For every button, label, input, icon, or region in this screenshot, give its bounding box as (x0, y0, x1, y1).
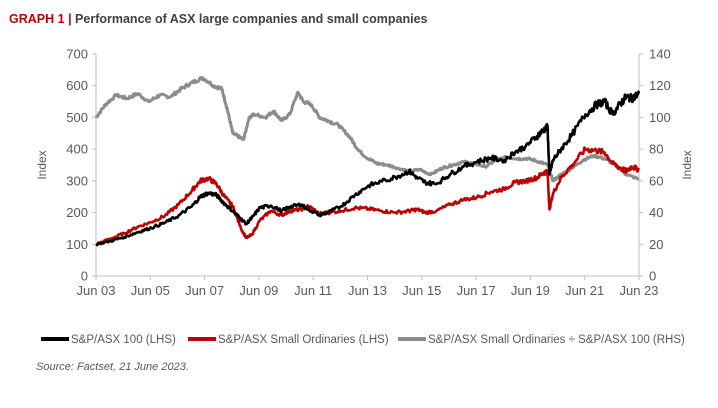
left-tick-label: 600 (66, 78, 88, 93)
left-tick-label: 300 (66, 173, 88, 188)
legend-label: S&P/ASX 100 (LHS) (71, 334, 176, 346)
x-tick-label: Jun 07 (185, 283, 224, 298)
legend-label: S&P/ASX Small Ordinaries ÷ S&P/ASX 100 (… (428, 334, 685, 346)
x-tick-label: Jun 13 (348, 283, 387, 298)
title-prefix: GRAPH 1 (9, 12, 65, 26)
right-tick-label: 40 (649, 205, 663, 220)
x-tick-label: Jun 03 (76, 283, 115, 298)
x-tick-label: Jun 21 (565, 283, 604, 298)
right-axis-title: Index (680, 150, 694, 179)
right-tick-label: 60 (649, 173, 663, 188)
left-tick-label: 0 (81, 269, 88, 284)
right-tick-label: 100 (649, 110, 671, 125)
left-axis-title: Index (35, 150, 49, 179)
left-tick-label: 700 (66, 47, 88, 62)
x-tick-label: Jun 09 (239, 283, 278, 298)
title-text: Performance of ASX large companies and s… (75, 12, 428, 26)
left-tick-label: 400 (66, 142, 88, 157)
left-tick-label: 500 (66, 110, 88, 125)
chart-title: GRAPH 1 | Performance of ASX large compa… (9, 12, 427, 26)
series-line-0 (95, 90, 641, 247)
x-tick-label: Jun 05 (131, 283, 170, 298)
right-tick-label: 0 (649, 269, 656, 284)
legend-label: S&P/ASX Small Ordinaries (LHS) (218, 334, 389, 346)
series-line-2 (94, 75, 640, 183)
x-tick-label: Jun 23 (619, 283, 658, 298)
x-tick-label: Jun 17 (457, 283, 496, 298)
right-tick-label: 140 (649, 47, 671, 62)
right-tick-label: 80 (649, 142, 663, 157)
left-tick-label: 200 (66, 205, 88, 220)
right-tick-label: 20 (649, 237, 663, 252)
x-tick-label: Jun 15 (402, 283, 441, 298)
x-tick-label: Jun 11 (294, 283, 332, 298)
x-tick-label: Jun 19 (511, 283, 550, 298)
title-separator: | (68, 12, 72, 26)
series-line-1 (95, 146, 641, 246)
left-tick-label: 100 (66, 237, 88, 252)
right-tick-label: 120 (649, 78, 671, 93)
source-note: Source: Factset, 21 June 2023. (36, 361, 189, 373)
